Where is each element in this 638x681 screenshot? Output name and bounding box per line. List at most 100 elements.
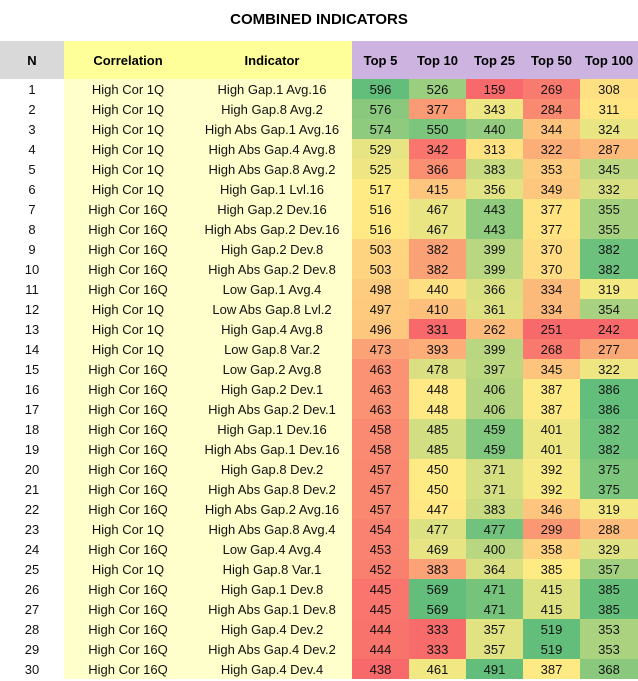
- cell-top25: 440: [466, 119, 523, 139]
- cell-top100: 386: [580, 399, 638, 419]
- table-row: 16 High Cor 16Q High Gap.2 Dev.1 463 448 406 3…: [0, 379, 638, 399]
- cell-top5: 444: [352, 639, 409, 659]
- cell-top10: 469: [409, 539, 466, 559]
- cell-top5: 517: [352, 179, 409, 199]
- cell-top100: 353: [580, 639, 638, 659]
- cell-correlation: High Cor 1Q: [64, 179, 192, 199]
- cell-correlation: High Cor 16Q: [64, 459, 192, 479]
- cell-top50: 377: [523, 199, 580, 219]
- cell-n: 22: [0, 499, 64, 519]
- cell-top50: 392: [523, 459, 580, 479]
- table-row: 8 High Cor 16Q High Abs Gap.2 Dev.16 516 467…: [0, 219, 638, 239]
- cell-top25: 357: [466, 639, 523, 659]
- cell-indicator: Low Gap.8 Var.2: [192, 339, 352, 359]
- cell-n: 9: [0, 239, 64, 259]
- cell-n: 3: [0, 119, 64, 139]
- cell-top50: 358: [523, 539, 580, 559]
- cell-top25: 397: [466, 359, 523, 379]
- cell-n: 1: [0, 79, 64, 99]
- cell-n: 5: [0, 159, 64, 179]
- cell-top5: 463: [352, 399, 409, 419]
- cell-top50: 269: [523, 79, 580, 99]
- cell-top10: 569: [409, 599, 466, 619]
- table-row: 12 High Cor 1Q Low Abs Gap.8 Lvl.2 497 410 36…: [0, 299, 638, 319]
- cell-top5: 463: [352, 379, 409, 399]
- column-header-n: N: [0, 41, 64, 79]
- cell-top5: 496: [352, 319, 409, 339]
- cell-top25: 371: [466, 479, 523, 499]
- column-header-top100: Top 100: [580, 41, 638, 79]
- cell-indicator: High Gap.8 Var.1: [192, 559, 352, 579]
- cell-correlation: High Cor 1Q: [64, 519, 192, 539]
- cell-top25: 371: [466, 459, 523, 479]
- table-row: 21 High Cor 16Q High Abs Gap.8 Dev.2 457 450…: [0, 479, 638, 499]
- cell-top5: 454: [352, 519, 409, 539]
- cell-top10: 377: [409, 99, 466, 119]
- cell-top25: 364: [466, 559, 523, 579]
- cell-top100: 375: [580, 479, 638, 499]
- table-row: 1 High Cor 1Q High Gap.1 Avg.16 596 526 159 26…: [0, 79, 638, 99]
- cell-top5: 445: [352, 579, 409, 599]
- cell-top100: 287: [580, 139, 638, 159]
- cell-top100: 308: [580, 79, 638, 99]
- cell-top25: 399: [466, 239, 523, 259]
- cell-n: 27: [0, 599, 64, 619]
- cell-top50: 415: [523, 579, 580, 599]
- cell-n: 13: [0, 319, 64, 339]
- cell-top25: 459: [466, 419, 523, 439]
- cell-top100: 385: [580, 599, 638, 619]
- table-row: 29 High Cor 16Q High Abs Gap.4 Dev.2 444 333…: [0, 639, 638, 659]
- cell-n: 23: [0, 519, 64, 539]
- column-header-top10: Top 10: [409, 41, 466, 79]
- cell-top50: 377: [523, 219, 580, 239]
- cell-correlation: High Cor 1Q: [64, 119, 192, 139]
- cell-top50: 322: [523, 139, 580, 159]
- cell-top50: 519: [523, 619, 580, 639]
- cell-indicator: High Gap.8 Dev.2: [192, 459, 352, 479]
- cell-top50: 251: [523, 319, 580, 339]
- cell-correlation: High Cor 1Q: [64, 319, 192, 339]
- table-row: 20 High Cor 16Q High Gap.8 Dev.2 457 450 371 3…: [0, 459, 638, 479]
- table-row: 23 High Cor 1Q High Abs Gap.8 Avg.4 454 477 4…: [0, 519, 638, 539]
- table-row: 7 High Cor 16Q High Gap.2 Dev.16 516 467 443 3…: [0, 199, 638, 219]
- cell-top25: 399: [466, 339, 523, 359]
- table-title: COMBINED INDICATORS: [230, 11, 408, 28]
- cell-top5: 529: [352, 139, 409, 159]
- cell-correlation: High Cor 16Q: [64, 239, 192, 259]
- cell-top10: 440: [409, 279, 466, 299]
- cell-top100: 277: [580, 339, 638, 359]
- cell-top25: 471: [466, 599, 523, 619]
- cell-correlation: High Cor 1Q: [64, 559, 192, 579]
- cell-correlation: High Cor 16Q: [64, 659, 192, 679]
- cell-top100: 242: [580, 319, 638, 339]
- cell-top50: 415: [523, 599, 580, 619]
- cell-n: 21: [0, 479, 64, 499]
- cell-top100: 385: [580, 579, 638, 599]
- cell-indicator: Low Gap.4 Avg.4: [192, 539, 352, 559]
- cell-top25: 406: [466, 379, 523, 399]
- cell-top10: 382: [409, 259, 466, 279]
- cell-top100: 288: [580, 519, 638, 539]
- cell-n: 15: [0, 359, 64, 379]
- cell-correlation: High Cor 16Q: [64, 479, 192, 499]
- cell-indicator: High Gap.1 Dev.8: [192, 579, 352, 599]
- cell-indicator: Low Gap.1 Avg.4: [192, 279, 352, 299]
- cell-top25: 443: [466, 219, 523, 239]
- table-row: 4 High Cor 1Q High Abs Gap.4 Avg.8 529 342 31…: [0, 139, 638, 159]
- cell-indicator: High Gap.1 Avg.16: [192, 79, 352, 99]
- table-row: 6 High Cor 1Q High Gap.1 Lvl.16 517 415 356 34…: [0, 179, 638, 199]
- cell-top5: 503: [352, 259, 409, 279]
- cell-top10: 383: [409, 559, 466, 579]
- cell-top5: 445: [352, 599, 409, 619]
- cell-n: 10: [0, 259, 64, 279]
- table-row: 19 High Cor 16Q High Abs Gap.1 Dev.16 458 48…: [0, 439, 638, 459]
- cell-n: 12: [0, 299, 64, 319]
- cell-top100: 353: [580, 619, 638, 639]
- cell-top10: 448: [409, 379, 466, 399]
- column-header-indicator: Indicator: [192, 41, 352, 79]
- cell-n: 24: [0, 539, 64, 559]
- table-row: 28 High Cor 16Q High Gap.4 Dev.2 444 333 357 5…: [0, 619, 638, 639]
- cell-correlation: High Cor 16Q: [64, 539, 192, 559]
- cell-correlation: High Cor 16Q: [64, 259, 192, 279]
- cell-top5: 576: [352, 99, 409, 119]
